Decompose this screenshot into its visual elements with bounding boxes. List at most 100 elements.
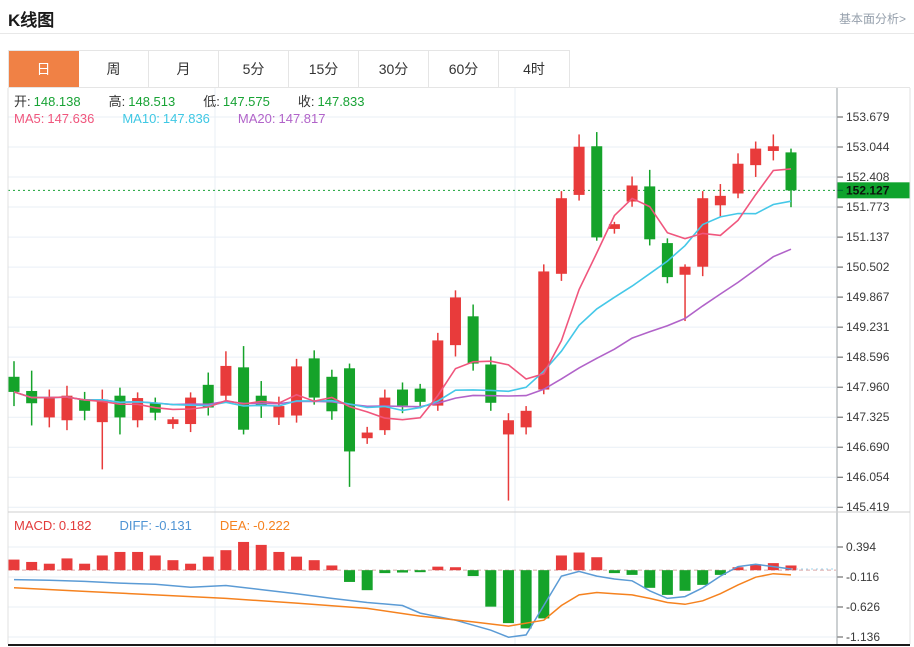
readout-pair: DEA: -0.222: [219, 518, 291, 533]
candle-body[interactable]: [379, 397, 391, 431]
candle-body[interactable]: [432, 340, 444, 406]
macd-histogram-bar[interactable]: [502, 570, 514, 624]
macd-histogram-bar[interactable]: [344, 570, 356, 582]
macd-histogram-bar[interactable]: [255, 544, 267, 571]
candle-body[interactable]: [485, 364, 497, 403]
tab-period-7[interactable]: 4时: [499, 51, 569, 87]
macd-histogram-bar[interactable]: [414, 570, 426, 573]
candle-body[interactable]: [591, 146, 603, 238]
candle-body[interactable]: [449, 297, 461, 346]
candle-body[interactable]: [273, 406, 285, 418]
ohlc-readout: 开: 148.138 高: 148.513 低: 147.575 收: 147.833: [14, 91, 393, 110]
candle-body[interactable]: [185, 397, 197, 425]
macd-histogram-bar[interactable]: [96, 555, 108, 571]
candle-body[interactable]: [697, 198, 709, 267]
candle-body[interactable]: [750, 148, 762, 166]
macd-histogram-bar[interactable]: [679, 570, 691, 591]
tab-period-0[interactable]: 日: [9, 51, 79, 87]
candle-body[interactable]: [573, 146, 585, 195]
macd-histogram-bar[interactable]: [626, 570, 638, 575]
bottom-border: [8, 644, 910, 646]
macd-histogram-bar[interactable]: [750, 564, 762, 571]
tab-period-6[interactable]: 60分: [429, 51, 499, 87]
candle-body[interactable]: [520, 410, 532, 428]
macd-histogram-bar[interactable]: [661, 570, 673, 595]
candle-body[interactable]: [679, 266, 691, 275]
candle-body[interactable]: [502, 420, 514, 435]
candle-body[interactable]: [644, 186, 656, 240]
candle-body[interactable]: [238, 367, 250, 430]
candle-body[interactable]: [538, 271, 550, 390]
candle-body[interactable]: [308, 358, 320, 398]
candle-body[interactable]: [732, 163, 744, 194]
macd-histogram-bar[interactable]: [467, 570, 479, 577]
macd-histogram-bar[interactable]: [238, 541, 250, 571]
candle-body[interactable]: [326, 376, 338, 412]
macd-histogram-bar[interactable]: [379, 570, 391, 574]
candle-body[interactable]: [785, 152, 797, 191]
macd-histogram-bar[interactable]: [79, 563, 91, 571]
macd-histogram-bar[interactable]: [43, 563, 55, 571]
macd-histogram-bar[interactable]: [573, 552, 585, 571]
candle-body[interactable]: [767, 146, 779, 151]
macd-histogram-bar[interactable]: [149, 555, 161, 571]
macd-histogram-bar[interactable]: [732, 567, 744, 571]
candle-body[interactable]: [714, 195, 726, 206]
candle-body[interactable]: [96, 399, 108, 423]
fundamental-analysis-link[interactable]: 基本面分析>: [838, 12, 906, 26]
candle-body[interactable]: [114, 395, 126, 418]
macd-histogram-bar[interactable]: [714, 570, 726, 575]
tab-period-2[interactable]: 月: [149, 51, 219, 87]
macd-histogram-bar[interactable]: [538, 570, 550, 619]
macd-histogram-bar[interactable]: [432, 566, 444, 571]
candle-body[interactable]: [132, 398, 144, 421]
price-tick-label: 150.502: [846, 260, 890, 274]
macd-histogram-bar[interactable]: [220, 550, 232, 571]
candle-body[interactable]: [8, 376, 20, 392]
macd-histogram-bar[interactable]: [132, 551, 144, 571]
macd-histogram-bar[interactable]: [591, 557, 603, 571]
candle-body[interactable]: [79, 399, 91, 411]
candle-body[interactable]: [555, 198, 567, 274]
candle-body[interactable]: [220, 365, 232, 396]
macd-histogram-bar[interactable]: [61, 558, 73, 571]
candle-body[interactable]: [61, 395, 73, 421]
tab-period-1[interactable]: 周: [79, 51, 149, 87]
macd-histogram-bar[interactable]: [785, 565, 797, 571]
macd-histogram-bar[interactable]: [361, 570, 373, 591]
candle-body[interactable]: [467, 316, 479, 364]
candle-body[interactable]: [43, 397, 55, 418]
candle-body[interactable]: [626, 185, 638, 202]
macd-histogram-bar[interactable]: [273, 551, 285, 571]
candle-body[interactable]: [291, 366, 303, 416]
macd-histogram-bar[interactable]: [308, 560, 320, 571]
macd-histogram-bar[interactable]: [644, 570, 656, 588]
candle-body[interactable]: [608, 224, 620, 229]
diff-line: [13, 563, 792, 638]
macd-histogram-bar[interactable]: [555, 555, 567, 571]
candle-body[interactable]: [202, 384, 214, 408]
macd-histogram-bar[interactable]: [485, 570, 497, 607]
candle-body[interactable]: [414, 388, 426, 402]
macd-histogram-bar[interactable]: [114, 551, 126, 571]
macd-histogram-bar[interactable]: [202, 556, 214, 571]
macd-histogram-bar[interactable]: [608, 570, 620, 574]
macd-histogram-bar[interactable]: [520, 570, 532, 629]
macd-histogram-bar[interactable]: [185, 563, 197, 571]
tab-period-5[interactable]: 30分: [359, 51, 429, 87]
macd-histogram-bar[interactable]: [167, 560, 179, 571]
candle-body[interactable]: [361, 432, 373, 439]
macd-histogram-bar[interactable]: [697, 570, 709, 585]
candle-body[interactable]: [167, 419, 179, 425]
macd-histogram-bar[interactable]: [26, 561, 38, 571]
tab-period-4[interactable]: 15分: [289, 51, 359, 87]
candle-body[interactable]: [397, 389, 408, 406]
macd-histogram-bar[interactable]: [326, 565, 338, 571]
macd-histogram-bar[interactable]: [449, 567, 461, 571]
macd-histogram-bar[interactable]: [291, 556, 303, 571]
candle-body[interactable]: [344, 368, 356, 452]
macd-histogram-bar[interactable]: [8, 559, 20, 571]
macd-histogram-bar[interactable]: [397, 570, 408, 573]
tab-period-3[interactable]: 5分: [219, 51, 289, 87]
